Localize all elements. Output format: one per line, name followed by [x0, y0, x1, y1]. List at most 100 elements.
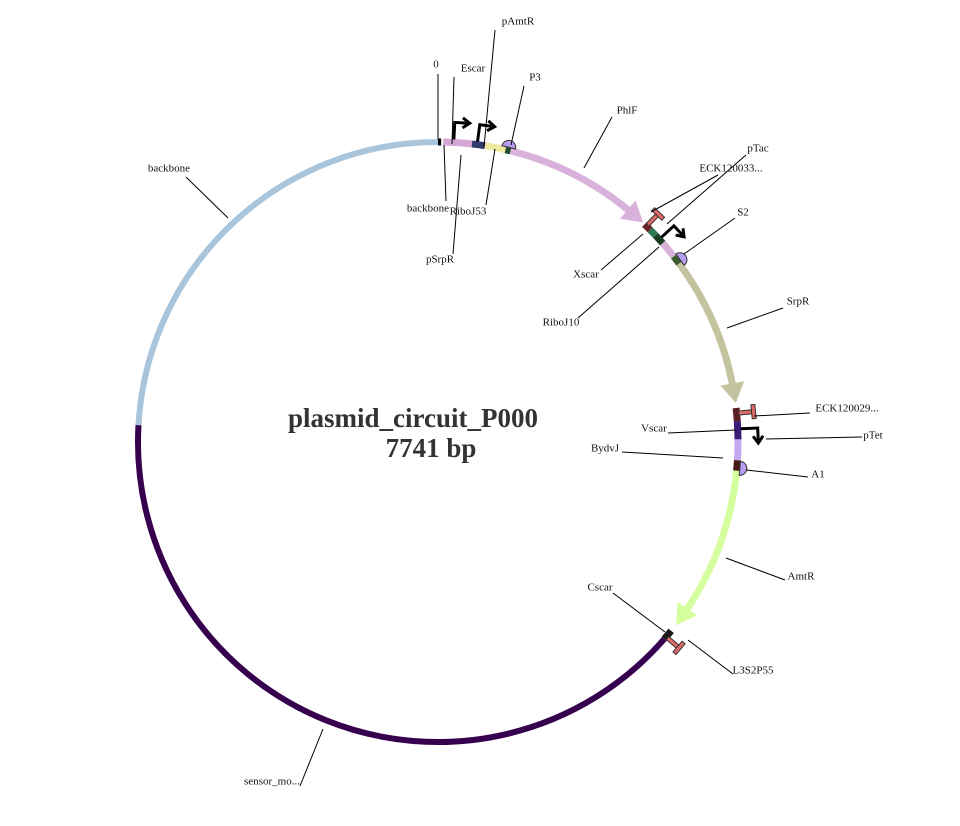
feature-label: P3 [529, 72, 541, 84]
pSrpR-part [443, 138, 473, 148]
label-line [650, 174, 719, 213]
promoter [452, 120, 467, 140]
cscar-part [661, 628, 674, 642]
terminator-stem [645, 213, 659, 227]
origin-label: 0 [433, 59, 439, 71]
promoter [476, 123, 492, 142]
label-line [483, 29, 496, 148]
sensor-arc [135, 425, 667, 745]
label-line [485, 148, 496, 206]
feature-label: RiboJ10 [543, 317, 580, 329]
amtr-cds [680, 470, 741, 617]
a1-part [733, 460, 741, 472]
feature-label: AmtR [788, 571, 816, 583]
label-line [600, 233, 644, 271]
feature-label: ECK120033... [699, 163, 763, 175]
phlf-cds [509, 147, 636, 217]
terminator-glyph [665, 635, 686, 656]
bydvj-part [733, 439, 742, 461]
label-line [725, 557, 786, 581]
label-line [452, 154, 462, 255]
terminator-bar [672, 640, 686, 656]
feature-label: pAmtR [502, 16, 535, 28]
label-line [612, 592, 666, 633]
arrowhead [676, 601, 698, 626]
feature-label: Escar [461, 63, 486, 75]
backbone-arc [135, 139, 439, 427]
promoter-head [751, 434, 765, 446]
pAmtR-part [471, 140, 486, 150]
label-line [621, 451, 724, 459]
label-line [667, 429, 737, 434]
label-line [726, 307, 784, 329]
promoter-glyph [660, 223, 686, 239]
srpr-cds [676, 261, 737, 391]
eck33-part [642, 221, 653, 233]
feature-label: A1 [811, 469, 824, 481]
feature-label: ECK120029... [815, 403, 879, 415]
promoter [660, 223, 684, 239]
plasmid-length: 7741 bp [386, 433, 477, 463]
p3-part [504, 146, 512, 155]
label-line [745, 469, 809, 478]
label-line [666, 154, 747, 225]
label-line [451, 76, 455, 145]
xscar-part [647, 227, 659, 238]
cds-arrowhead [676, 601, 698, 626]
eck29-part [732, 407, 741, 422]
feature-label: sensor_mo... [244, 776, 300, 788]
promoter-glyph [740, 426, 765, 446]
terminator-bar [651, 206, 666, 221]
label-line [185, 176, 229, 219]
terminator-bar [750, 403, 757, 420]
riboj10-part [660, 240, 677, 259]
ptet-part [733, 420, 742, 440]
label-line [683, 217, 736, 255]
label-line [510, 85, 525, 146]
feature-label: pSrpR [426, 254, 455, 266]
feature-label: pTet [863, 430, 882, 442]
label-line [583, 116, 613, 169]
arrowhead [720, 381, 745, 404]
arrowhead [620, 200, 644, 223]
label-line [687, 639, 734, 675]
terminator-stem [665, 635, 680, 649]
feature-label: S2 [737, 207, 749, 219]
feature-label: RiboJ53 [450, 206, 487, 218]
rbs-glyph [738, 460, 748, 476]
promoter-glyph [476, 119, 498, 142]
promoter-head [461, 116, 473, 130]
promoter [740, 426, 760, 441]
feature-label: backbone [407, 203, 449, 215]
feature-label: pTac [747, 143, 768, 155]
terminator-glyph [645, 206, 666, 227]
promoter-head [675, 228, 686, 239]
rbs-glyph [675, 252, 688, 266]
cds-arrowhead [720, 381, 745, 404]
riboj53-part [484, 142, 507, 154]
rbs [738, 460, 748, 476]
promoter-glyph [452, 116, 473, 140]
feature-label: L3S2P55 [733, 665, 774, 677]
promoter-head [486, 119, 498, 133]
feature-label: backbone [148, 163, 190, 175]
rbs [675, 252, 688, 266]
ptac-part [653, 233, 666, 246]
feature-label: BydvJ [591, 443, 620, 455]
feature-label: Vscar [641, 423, 667, 435]
label-line [753, 412, 811, 417]
label-line [577, 246, 660, 319]
feature-label: PhlF [617, 105, 638, 117]
feature-label: Cscar [587, 582, 612, 594]
terminator-glyph [737, 403, 757, 420]
cds-arrowhead [620, 200, 644, 223]
s2-part [671, 254, 682, 266]
feature-label: Xscar [573, 269, 599, 281]
plasmid-name: plasmid_circuit_P000 [288, 403, 538, 433]
feature-label: SrpR [787, 296, 810, 308]
terminator-stem [737, 409, 753, 416]
label-line [443, 144, 447, 202]
label-line [765, 436, 863, 440]
label-line [299, 728, 324, 787]
